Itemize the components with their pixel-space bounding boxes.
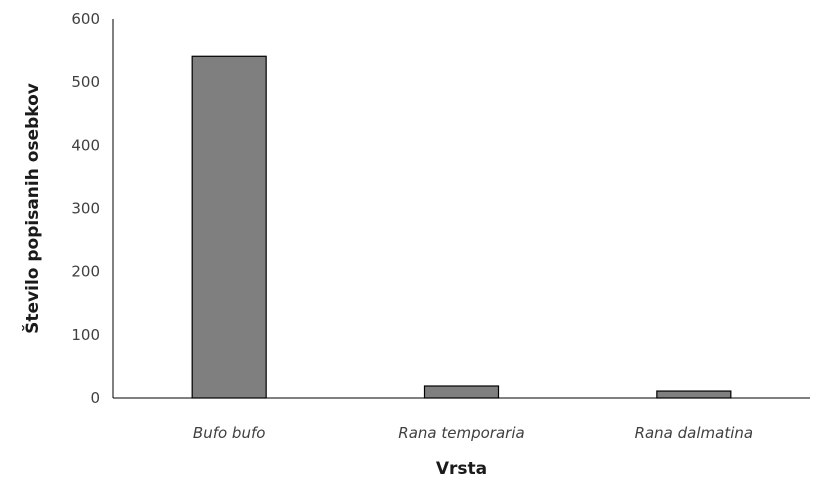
- bar: [656, 390, 732, 399]
- bar: [191, 55, 267, 399]
- x-category-label: Rana temporaria: [398, 424, 524, 442]
- y-axis-title: Število popisanih osebkov: [21, 83, 43, 334]
- x-category-label: Bufo bufo: [193, 424, 266, 442]
- y-tick-label: 400: [71, 136, 100, 154]
- y-tick-label: 300: [71, 200, 100, 218]
- y-axis-ticks: 0 100 200 300 400 500 600: [71, 10, 100, 407]
- x-axis-category-labels: Bufo bufo Rana temporaria Rana dalmatina: [193, 424, 753, 442]
- bar: [423, 385, 500, 399]
- x-axis-title: Vrsta: [436, 459, 487, 479]
- y-tick-label: 100: [71, 326, 100, 344]
- y-tick-label: 600: [71, 10, 100, 28]
- y-tick-label: 500: [71, 73, 100, 91]
- y-tick-label: 0: [90, 389, 100, 407]
- y-tick-label: 200: [71, 263, 100, 281]
- bars-group: [191, 55, 732, 399]
- x-category-label: Rana dalmatina: [635, 424, 754, 442]
